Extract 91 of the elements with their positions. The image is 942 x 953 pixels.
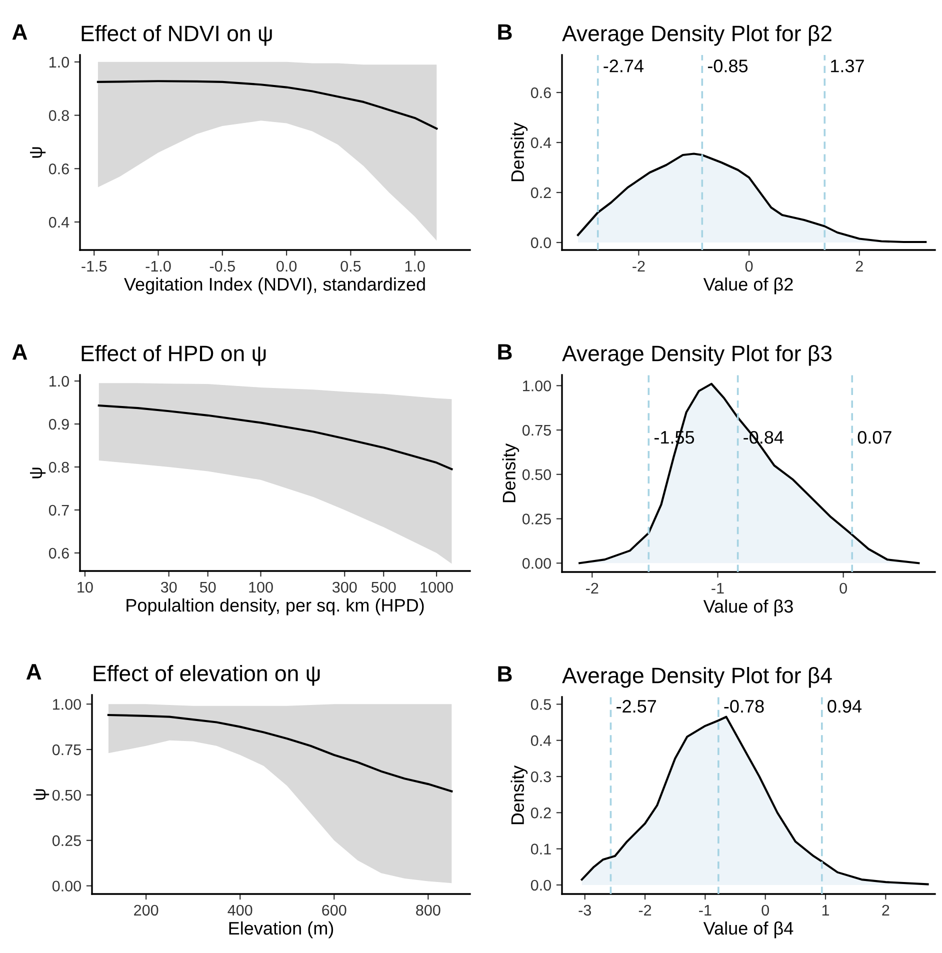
annotation: -0.85: [708, 60, 748, 72]
y-tick-label: 1.0: [50, 56, 69, 68]
annotation: 1.37: [831, 60, 864, 72]
x-tick-label: 300: [332, 582, 357, 593]
chart-title: Effect of NDVI on ψ: [82, 25, 272, 46]
text: B: [498, 666, 512, 682]
x-tick-label: -3: [578, 904, 591, 916]
annotation: 0.94: [828, 700, 862, 713]
x-tick-label: -1.5: [82, 260, 107, 272]
y-tick-label: 0.4: [530, 137, 552, 148]
text: A: [12, 24, 28, 40]
line-series: [96, 80, 438, 130]
y-tick-label: 0.3: [530, 771, 551, 782]
annotation: -0.78: [724, 700, 764, 713]
y-tick-label: 0.25: [522, 514, 551, 524]
text: B: [498, 344, 512, 360]
x-tick-label: 30: [160, 582, 177, 593]
x-tick-label: 600: [322, 904, 346, 916]
x-tick-label: 1000: [420, 582, 453, 593]
x-axis-title: Value of β2: [703, 277, 793, 294]
y-tick-label: 0.25: [52, 835, 81, 846]
x-tick-label: 100: [249, 582, 273, 593]
chart-title: Effect of elevation on ψ: [94, 665, 320, 686]
y-tick-label: 1.00: [53, 698, 81, 710]
x-tick-label: 800: [416, 904, 440, 916]
x-tick-label: 1: [822, 904, 830, 916]
x-tick-label: 2: [856, 260, 863, 272]
x-tick-label: 0: [745, 260, 753, 272]
annotation: -2.57: [616, 700, 656, 713]
x-tick-label: 400: [228, 904, 252, 916]
annotation: -2.74: [604, 60, 644, 72]
text: A: [12, 344, 28, 360]
x-tick-label: -2: [632, 260, 645, 272]
y-axis-title: ψ: [30, 468, 46, 478]
y-tick-label: 0.7: [48, 504, 69, 516]
y-tick-label: 0.8: [48, 462, 69, 473]
y-tick-label: 0.5: [530, 699, 551, 710]
x-tick-label: 0.5: [340, 260, 361, 272]
y-axis-title: ψ: [34, 789, 50, 800]
x-tick-label: -1: [699, 904, 712, 916]
y-tick-label: 0.1: [530, 844, 551, 855]
x-tick-label: 0.0: [276, 260, 297, 272]
x-tick-label: 200: [134, 904, 158, 916]
y-axis-title: Density: [510, 765, 528, 824]
x-tick-label: 0: [840, 582, 847, 594]
x-tick-label: -2: [586, 582, 598, 594]
x-axis-title: Value of β4: [703, 921, 794, 938]
chart-title: Average Density Plot for β3: [562, 345, 832, 366]
x-axis-title: Value of β3: [703, 599, 793, 616]
x-tick-label: -2: [638, 904, 652, 916]
y-tick-label: 0.00: [52, 880, 81, 892]
y-tick-label: 0.9: [48, 418, 69, 430]
text: A: [26, 664, 42, 680]
chart-title: Effect of HPD on ψ: [82, 345, 266, 366]
y-tick-label: 0.0: [530, 880, 551, 891]
y-tick-label: 0.75: [52, 744, 81, 756]
x-axis-title: Elevation (m): [229, 921, 334, 938]
x-tick-label: 50: [200, 582, 216, 593]
x-axis-title: Populaltion density, per sq. km (HPD): [126, 598, 424, 616]
y-tick-label: 0.2: [530, 808, 551, 818]
x-tick-label: 10: [78, 582, 93, 593]
x-tick-label: 500: [371, 582, 396, 593]
y-tick-label: 1.0: [50, 376, 69, 387]
y-tick-label: 0.6: [48, 164, 69, 174]
y-axis-title: Density: [510, 122, 528, 182]
line-series: [107, 714, 453, 792]
y-tick-label: 0.75: [522, 424, 551, 436]
x-axis-title: Vegitation Index (NDVI), standardized: [124, 277, 425, 294]
chart-title: Average Density Plot for β2: [562, 25, 832, 46]
text: B: [498, 24, 512, 40]
x-tick-label: -0.5: [210, 260, 235, 272]
x-tick-label: 1.0: [405, 260, 425, 272]
y-tick-label: 0.4: [530, 735, 552, 746]
y-tick-label: 0.50: [522, 469, 551, 480]
y-tick-label: 0.0: [530, 237, 551, 248]
x-tick-label: -1.0: [146, 260, 171, 272]
y-tick-label: 0.6: [530, 87, 551, 98]
x-tick-label: 2: [882, 904, 890, 916]
y-axis-title: Density: [502, 443, 520, 502]
y-tick-label: 0.4: [48, 216, 70, 228]
annotation: 0.07: [858, 430, 892, 444]
y-tick-label: 0.6: [48, 548, 69, 559]
y-tick-label: 1.00: [523, 380, 551, 392]
y-axis-title: ψ: [30, 147, 46, 158]
x-tick-label: 0: [762, 904, 769, 916]
chart-title: Average Density Plot for β4: [562, 667, 832, 688]
x-tick-label: -1: [712, 582, 724, 594]
y-tick-label: 0.00: [522, 558, 551, 569]
y-tick-label: 0.50: [52, 790, 81, 801]
y-tick-label: 0.2: [530, 187, 551, 198]
y-tick-label: 0.8: [48, 110, 69, 121]
